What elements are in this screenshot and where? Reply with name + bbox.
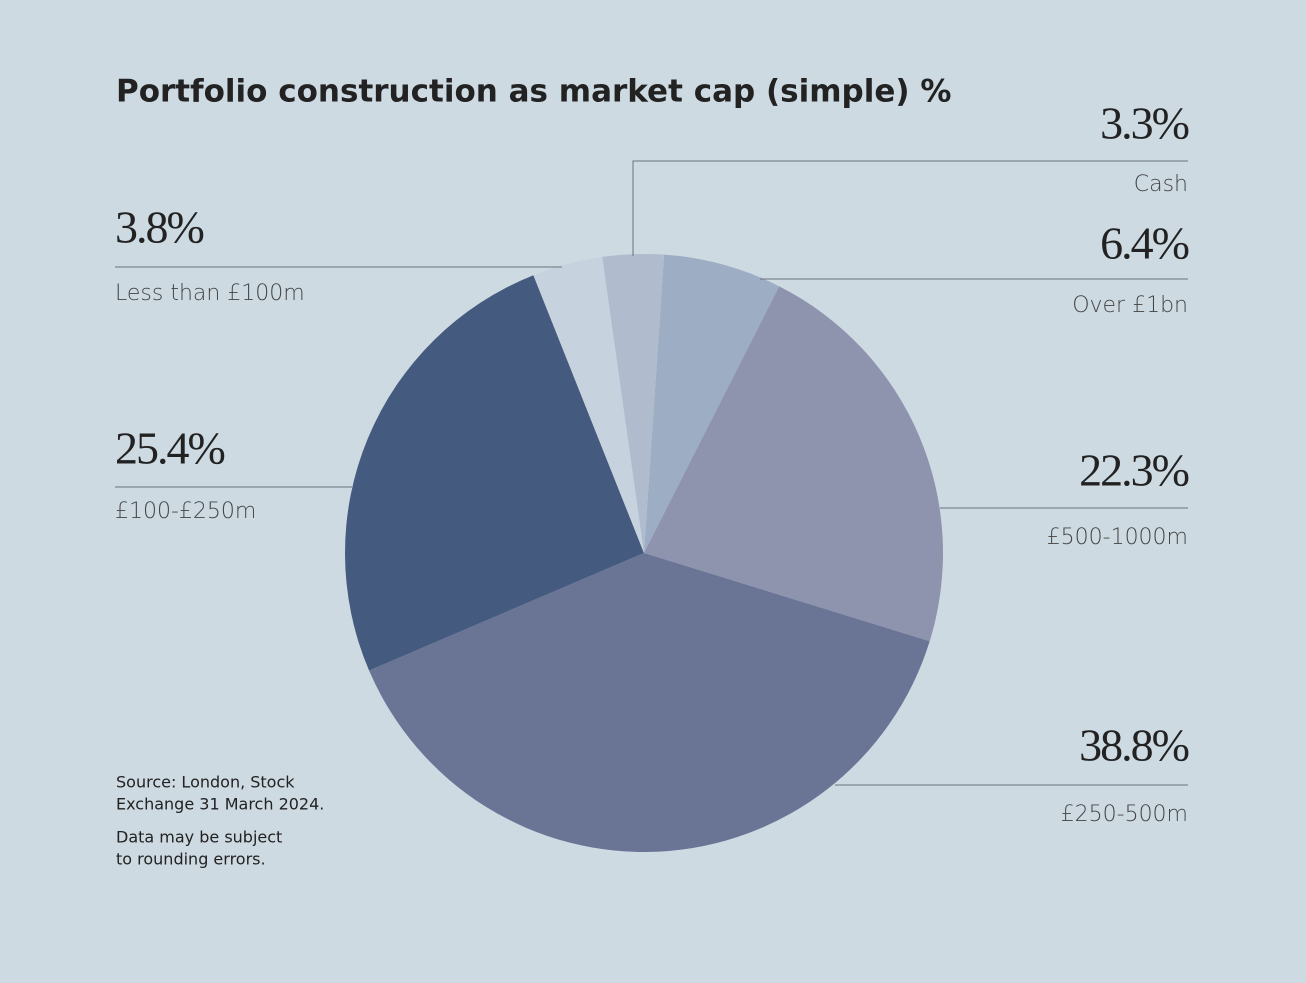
chart-title: Portfolio construction as market cap (si… <box>116 74 951 110</box>
value-label: 22.3% <box>1079 445 1189 496</box>
value-label: 6.4% <box>1100 218 1189 269</box>
category-label: Cash <box>1134 172 1188 197</box>
value-label: 38.8% <box>1079 720 1189 771</box>
pie-slice <box>644 254 780 553</box>
pie <box>344 254 943 852</box>
category-label: £100-£250m <box>115 499 256 524</box>
note: Exchange 31 March 2024. <box>116 795 324 814</box>
leader-line <box>632 160 1188 256</box>
note: Source: London, Stock <box>116 773 295 792</box>
pie-slice <box>644 286 943 642</box>
category-label: Less than £100m <box>115 281 305 306</box>
pie-slice <box>369 553 930 852</box>
category-label: Over £1bn <box>1072 293 1188 318</box>
pie-slice <box>533 256 644 553</box>
category-label: £250-500m <box>1061 802 1188 827</box>
pie-slice <box>344 275 644 671</box>
category-label: £500-1000m <box>1047 525 1188 550</box>
value-label: 3.8% <box>115 202 204 253</box>
note: Data may be subject <box>116 828 282 847</box>
value-label: 25.4% <box>115 423 225 474</box>
note: to rounding errors. <box>116 850 266 869</box>
pie-slice <box>602 254 665 553</box>
value-label: 3.3% <box>1100 98 1189 149</box>
